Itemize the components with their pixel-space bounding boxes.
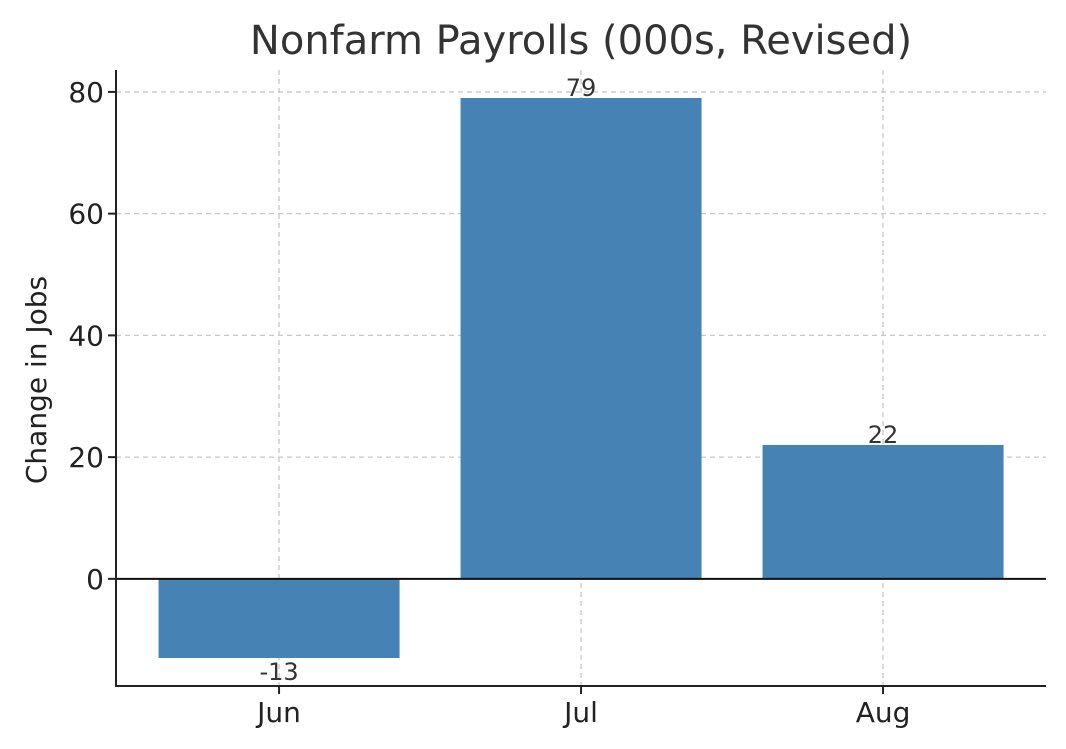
x-tick-label: Jun bbox=[255, 696, 301, 729]
y-tick-label: 60 bbox=[68, 198, 104, 231]
bar-jul bbox=[460, 98, 702, 579]
y-tick-label: 0 bbox=[86, 563, 104, 596]
data-label: 22 bbox=[868, 421, 899, 449]
data-label: 79 bbox=[566, 74, 597, 102]
chart-title: Nonfarm Payrolls (000s, Revised) bbox=[250, 18, 912, 64]
y-tick-label: 80 bbox=[68, 76, 104, 109]
bars bbox=[158, 98, 1004, 658]
y-axis-label: Change in Jobs bbox=[20, 276, 53, 484]
bar-jun bbox=[158, 578, 400, 658]
y-ticks: 0 20 40 60 80 bbox=[68, 76, 116, 596]
bar-aug bbox=[762, 444, 1004, 579]
y-tick-label: 20 bbox=[68, 441, 104, 474]
data-labels: -13 79 22 bbox=[259, 74, 898, 686]
x-ticks: Jun Jul Aug bbox=[255, 686, 910, 729]
data-label: -13 bbox=[259, 658, 298, 686]
x-tick-label: Aug bbox=[856, 696, 911, 729]
x-tick-label: Jul bbox=[562, 696, 598, 729]
y-tick-label: 40 bbox=[68, 319, 104, 352]
